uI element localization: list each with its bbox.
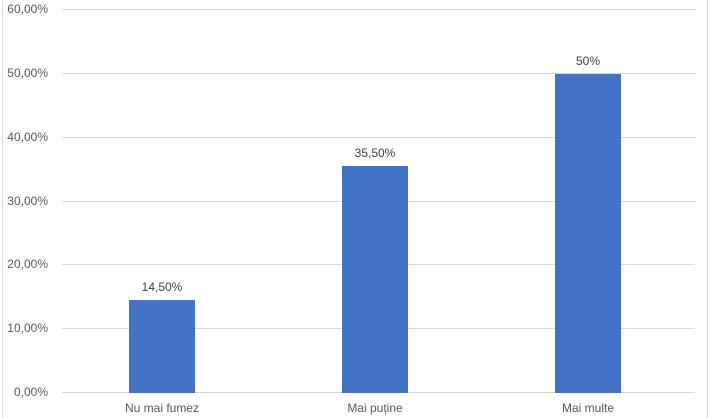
bar [129,300,195,393]
y-axis-tick-label: 60,00% [7,2,48,16]
y-axis-tick-label: 50,00% [7,65,48,80]
category-label: Mai multe [561,401,614,415]
bar-data-label: 50% [575,53,601,68]
gridline [62,72,695,74]
gridline [62,9,695,10]
gridline [62,136,695,138]
bar-data-label: 35,50% [354,146,396,161]
bar [342,166,408,393]
y-axis-tick-label: 40,00% [7,129,48,144]
category-label: Nu mai fumez [124,401,200,415]
y-axis-tick-label: 20,00% [7,257,48,272]
y-axis-tick-label: 0,00% [13,385,48,399]
y-axis-tick-label: 10,00% [7,321,48,336]
bar-data-label: 14,50% [141,280,183,295]
y-axis-tick-label: 30,00% [7,193,48,208]
sheet-border-left [2,0,3,418]
category-label: Mai puține [347,401,403,415]
bar [555,73,621,393]
sheet-border-right [707,0,708,418]
